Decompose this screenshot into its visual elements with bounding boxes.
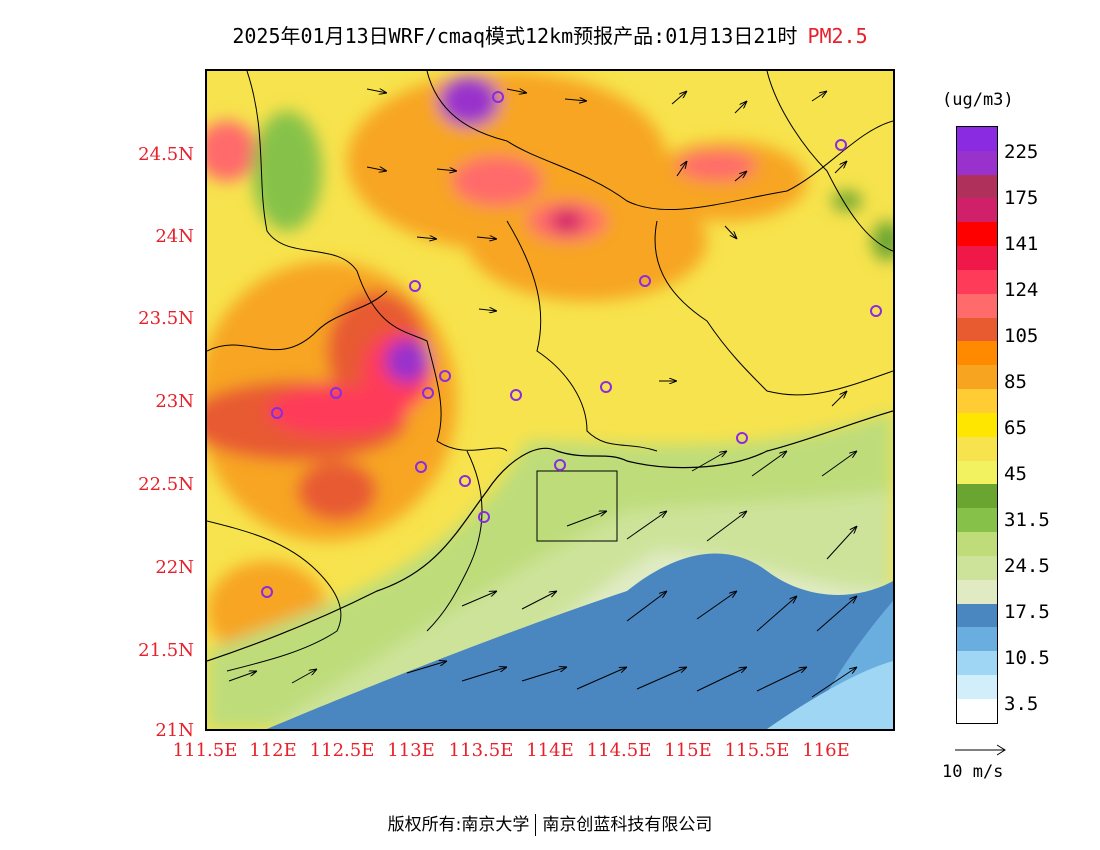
legend-swatch [957, 341, 997, 366]
legend-swatch [957, 508, 997, 533]
legend-swatch [957, 460, 997, 485]
lat-label: 23.5N [138, 308, 194, 329]
lon-label: 114E [526, 740, 574, 761]
sea-lowest-pm [767, 661, 893, 729]
wind-vectors [228, 89, 857, 698]
chart-title: 2025年01月13日WRF/cmaq模式12km预报产品:01月13日21时 P… [0, 20, 1100, 49]
lon-label: 115.5E [724, 740, 790, 761]
legend-label: 175 [1004, 187, 1039, 209]
legend-swatch [957, 412, 997, 437]
lon-label: 112E [249, 740, 297, 761]
lat-label: 24.5N [138, 144, 194, 165]
legend-swatch [957, 555, 997, 580]
wind-reference-label: 10 m/s [942, 762, 1004, 782]
legend-swatch [957, 174, 997, 199]
legend-label: 124 [1004, 279, 1039, 301]
legend-label: 105 [1004, 325, 1039, 347]
legend-swatch [957, 579, 997, 604]
legend-label: 45 [1004, 463, 1027, 485]
legend-swatch [957, 293, 997, 318]
lat-label: 23N [155, 391, 194, 412]
admin-boundaries [207, 71, 893, 672]
copyright-left: 版权所有:南京大学 [387, 815, 530, 835]
legend-label: 141 [1004, 233, 1039, 255]
wind-reference-arrow [955, 744, 1006, 756]
legend-label: 31.5 [1004, 509, 1050, 531]
title-species: PM2.5 [807, 24, 868, 48]
copyright-right: 南京创蓝科技有限公司 [542, 815, 713, 835]
lon-label: 113E [387, 740, 435, 761]
legend-swatch [957, 675, 997, 699]
legend-swatch [957, 222, 997, 247]
lon-label: 114.5E [586, 740, 652, 761]
legend-swatch [957, 603, 997, 628]
legend-label: 225 [1004, 141, 1039, 163]
coastline [207, 410, 893, 662]
footer-divider [535, 814, 537, 836]
legend-swatch [957, 436, 997, 461]
lat-label: 21N [155, 720, 194, 741]
legend-swatch [957, 365, 997, 390]
color-legend [956, 126, 998, 724]
legend-swatch [957, 317, 997, 342]
legend-swatch [957, 627, 997, 652]
lon-label: 111.5E [172, 740, 238, 761]
legend-swatch [957, 532, 997, 556]
legend-label: 10.5 [1004, 647, 1050, 669]
lat-label: 21.5N [138, 640, 194, 661]
lon-labels: 111.5E 112E 112.5E 113E 113.5E 114E 114.… [0, 740, 1100, 764]
legend-label: 65 [1004, 417, 1027, 439]
lat-label: 22N [155, 557, 194, 578]
hk-box [536, 470, 618, 542]
forecast-map[interactable] [205, 69, 895, 731]
station-markers [261, 91, 882, 598]
title-main: 2025年01月13日WRF/cmaq模式12km预报产品:01月13日21时 [232, 24, 798, 48]
lat-label: 22.5N [138, 474, 194, 495]
legend-unit: (ug/m3) [942, 90, 1014, 110]
lon-label: 115E [664, 740, 712, 761]
lon-label: 116E [802, 740, 850, 761]
lat-label: 24N [155, 226, 194, 247]
legend-swatch [957, 150, 997, 175]
legend-label: 3.5 [1004, 693, 1039, 715]
legend-swatch [957, 651, 997, 676]
legend-swatch [957, 389, 997, 413]
lon-label: 112.5E [309, 740, 375, 761]
legend-label: 24.5 [1004, 555, 1050, 577]
map-svg [207, 71, 893, 729]
legend-label: 17.5 [1004, 601, 1050, 623]
legend-swatch [957, 127, 997, 151]
copyright-footer: 版权所有:南京大学 南京创蓝科技有限公司 [0, 810, 1100, 836]
legend-swatch [957, 246, 997, 270]
legend-swatch [957, 698, 997, 723]
legend-swatch [957, 484, 997, 509]
legend-swatch [957, 269, 997, 294]
legend-label: 85 [1004, 371, 1027, 393]
lon-label: 113.5E [448, 740, 514, 761]
legend-swatch [957, 198, 997, 223]
